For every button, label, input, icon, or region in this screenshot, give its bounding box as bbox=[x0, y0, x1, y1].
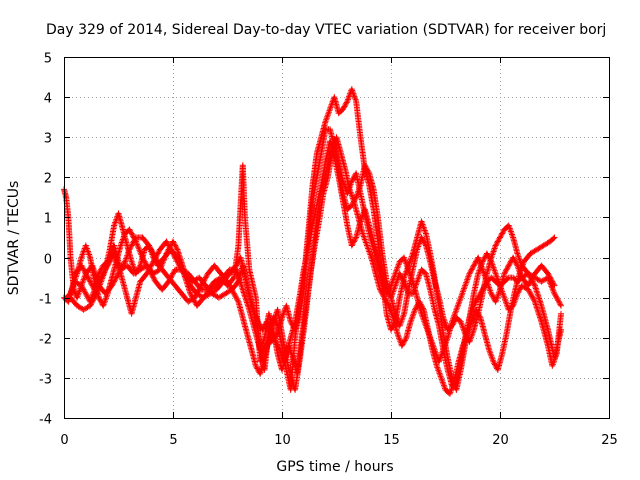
data-point bbox=[553, 294, 560, 301]
data-point bbox=[87, 301, 94, 308]
data-point bbox=[352, 235, 359, 242]
data-point bbox=[362, 163, 369, 170]
data-point bbox=[549, 286, 556, 293]
data-point bbox=[136, 247, 143, 254]
data-marks bbox=[61, 86, 564, 397]
data-point bbox=[558, 310, 564, 317]
data-point bbox=[498, 231, 505, 238]
data-point bbox=[531, 281, 538, 288]
data-point bbox=[558, 302, 564, 309]
data-point bbox=[555, 298, 562, 305]
data-point bbox=[341, 103, 348, 110]
data-point bbox=[134, 267, 141, 274]
data-point bbox=[171, 241, 178, 248]
data-point bbox=[351, 237, 358, 244]
data-point bbox=[360, 232, 367, 238]
data-point bbox=[172, 242, 179, 249]
data-point bbox=[82, 289, 89, 296]
data-point bbox=[496, 235, 503, 242]
data-point bbox=[343, 99, 350, 106]
data-point bbox=[526, 271, 533, 278]
data-point bbox=[363, 165, 370, 171]
data-point bbox=[90, 296, 97, 302]
data-point bbox=[494, 239, 501, 246]
data-point bbox=[173, 245, 180, 252]
data-point bbox=[349, 241, 356, 248]
data-point bbox=[136, 263, 143, 270]
data-point bbox=[499, 230, 506, 237]
data-point bbox=[93, 292, 99, 298]
data-point bbox=[149, 273, 156, 280]
data-point bbox=[422, 229, 429, 235]
data-point bbox=[474, 296, 481, 302]
data-point bbox=[348, 242, 355, 249]
data-point bbox=[90, 297, 97, 304]
data-point bbox=[408, 315, 415, 322]
data-point bbox=[557, 301, 564, 308]
grid bbox=[64, 57, 609, 418]
data-point bbox=[188, 292, 195, 298]
data-point bbox=[556, 300, 563, 306]
data-point bbox=[230, 275, 237, 282]
data-point bbox=[365, 169, 372, 175]
data-point bbox=[84, 293, 91, 300]
data-point bbox=[134, 242, 141, 249]
data-point bbox=[553, 293, 559, 300]
data-point bbox=[150, 274, 157, 281]
data-point bbox=[504, 275, 511, 282]
data-point bbox=[133, 269, 140, 276]
data-point bbox=[493, 241, 500, 248]
data-point bbox=[87, 302, 94, 309]
data-point bbox=[169, 271, 176, 278]
data-point bbox=[128, 230, 135, 237]
data-point bbox=[340, 104, 347, 111]
data-point bbox=[127, 229, 134, 236]
